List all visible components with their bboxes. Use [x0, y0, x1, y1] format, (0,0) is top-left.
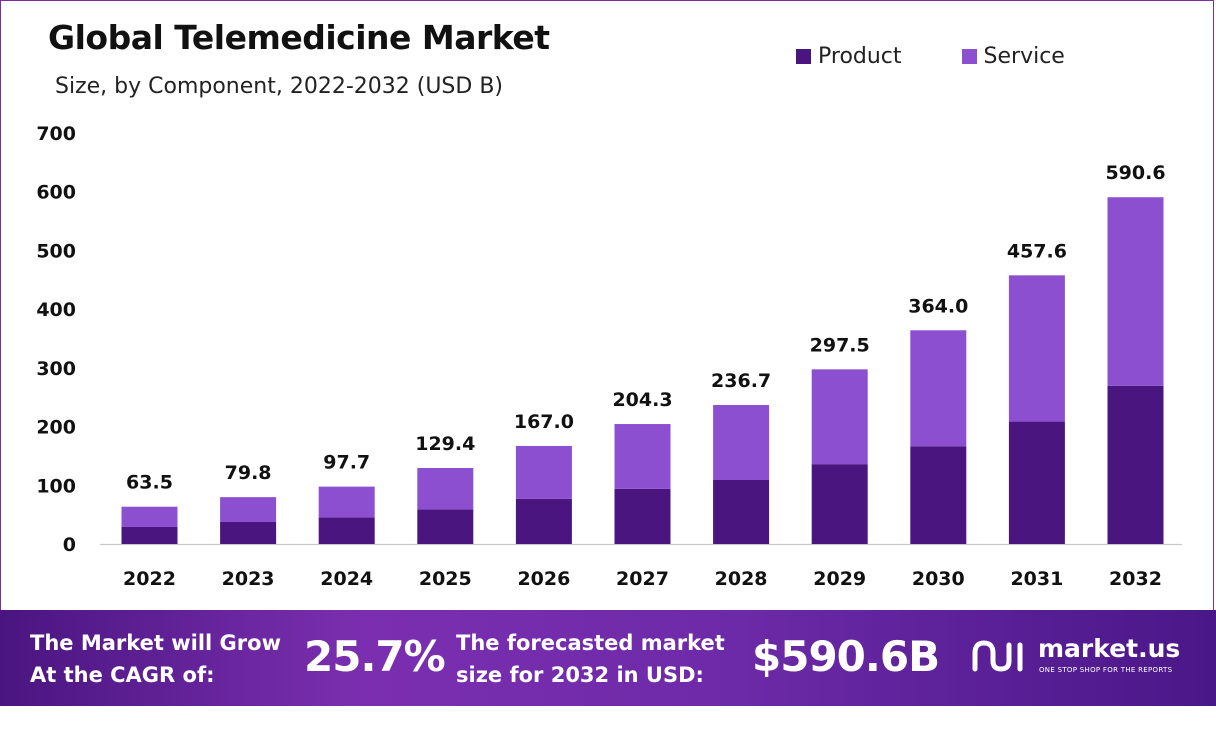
- x-tick-label: 2024: [320, 568, 373, 590]
- brand-tagline: ONE STOP SHOP FOR THE REPORTS: [1039, 666, 1173, 674]
- brand-name: market.us: [1038, 634, 1181, 663]
- bar-total-label: 457.6: [1007, 240, 1067, 262]
- legend-item-product: Product: [796, 44, 902, 69]
- legend-swatch-service: [961, 49, 977, 64]
- x-tick-label: 2032: [1109, 568, 1162, 590]
- bar-product: [417, 509, 474, 544]
- legend: Product Service: [796, 44, 1125, 69]
- x-tick-label: 2022: [123, 568, 176, 590]
- x-tick-label: 2031: [1010, 568, 1063, 590]
- bar-service: [614, 424, 671, 489]
- x-tick-label: 2026: [517, 568, 570, 590]
- y-tick-label: 400: [36, 299, 76, 321]
- bar-product: [713, 480, 770, 544]
- x-tick-label: 2027: [616, 568, 669, 590]
- legend-label-service: Service: [983, 44, 1065, 69]
- x-tick-label: 2028: [715, 568, 768, 590]
- legend-swatch-product: [796, 49, 811, 64]
- bar-total-label: 297.5: [810, 334, 870, 356]
- chart-frame: [0, 0, 1214, 610]
- chart-title: Global Telemedicine Market: [48, 18, 550, 57]
- bar-product: [1107, 385, 1164, 544]
- x-tick-label: 2030: [912, 568, 965, 590]
- y-tick-label: 200: [36, 417, 76, 439]
- bar-total-label: 236.7: [711, 370, 771, 392]
- y-tick-label: 100: [36, 475, 76, 497]
- y-tick-label: 700: [36, 123, 76, 145]
- cagr-value: 25.7%: [304, 632, 446, 681]
- bar-service: [910, 330, 967, 447]
- bar-product: [318, 517, 375, 544]
- bar-service: [1107, 197, 1164, 386]
- bar-total-label: 97.7: [323, 452, 370, 474]
- bar-total-label: 590.6: [1105, 162, 1165, 184]
- y-tick-label: 0: [63, 534, 76, 556]
- bar-service: [811, 369, 868, 465]
- bar-total-label: 129.4: [415, 433, 475, 455]
- y-tick-label: 600: [36, 182, 76, 204]
- x-tick-label: 2023: [222, 568, 275, 590]
- bar-total-label: 204.3: [612, 389, 672, 411]
- bar-service: [220, 497, 277, 522]
- bar-service: [713, 405, 770, 481]
- cagr-label: The Market will Grow At the CAGR of:: [30, 631, 281, 687]
- summary-banner: The Market will Grow At the CAGR of: 25.…: [0, 610, 1216, 706]
- bar-product: [811, 464, 868, 544]
- chart-subtitle: Size, by Component, 2022-2032 (USD B): [55, 74, 504, 99]
- bar-service: [121, 506, 178, 527]
- y-tick-label: 300: [36, 358, 76, 380]
- x-tick-label: 2029: [813, 568, 866, 590]
- forecast-value: $590.6B: [752, 632, 940, 681]
- legend-label-product: Product: [818, 44, 902, 69]
- y-tick-label: 500: [36, 240, 76, 262]
- x-tick-label: 2025: [419, 568, 472, 590]
- bar-product: [1008, 421, 1065, 544]
- legend-item-service: Service: [961, 44, 1065, 69]
- forecast-label: The forecasted market size for 2032 in U…: [456, 631, 725, 687]
- bar-product: [614, 488, 671, 544]
- bar-total-label: 364.0: [908, 295, 968, 317]
- bar-total-label: 79.8: [225, 462, 272, 484]
- bar-product: [220, 521, 277, 544]
- bar-service: [417, 468, 474, 510]
- bar-service: [318, 486, 375, 518]
- bar-service: [1008, 275, 1065, 422]
- bar-product: [515, 498, 572, 544]
- market-us-logo-icon: [972, 640, 1023, 672]
- bar-product: [121, 526, 178, 544]
- bar-service: [515, 445, 572, 499]
- bar-total-label: 63.5: [126, 472, 173, 494]
- bar-product: [910, 446, 967, 544]
- bar-chart: 0 100 200 300 400 500 600 700 63.5 2022 79.8 2023 97…: [36, 123, 1182, 590]
- bar-total-label: 167.0: [514, 411, 574, 433]
